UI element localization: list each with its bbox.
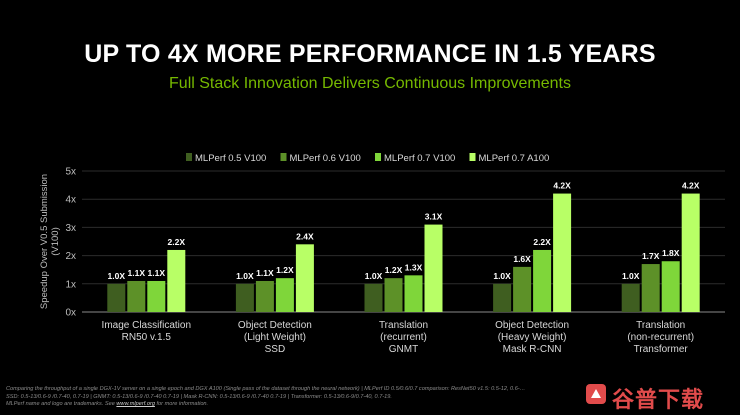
bar-value-label: 1.8X: [662, 248, 680, 258]
legend-entry-0: MLPerf 0.5 V100: [195, 153, 266, 164]
footnote-prefix: MLPerf name and logo are trademarks. See: [6, 401, 117, 407]
bar-4-1: [641, 264, 660, 312]
legend-entry-2: MLPerf 0.7 V100: [384, 153, 455, 164]
x-category-label: Translation: [636, 320, 685, 331]
bar-2-0: [364, 283, 383, 312]
x-category-label: Image Classification: [102, 320, 191, 331]
x-category-label: (non-recurrent): [627, 332, 694, 343]
footnote-line-3: MLPerf name and logo are trademarks. See…: [6, 401, 596, 409]
bar-4-2: [661, 261, 680, 312]
bar-3-2: [533, 249, 552, 312]
mlperf-link[interactable]: www.mlperf.org: [116, 401, 155, 407]
bar-1-1: [255, 280, 274, 312]
slide-subtitle: Full Stack Innovation Delivers Continuou…: [169, 75, 571, 92]
x-category-label: Object Detection: [495, 320, 569, 331]
y-tick-label: 5x: [65, 167, 76, 178]
bar-3-0: [493, 283, 512, 312]
legend-swatch-1: [280, 153, 287, 161]
watermark-text: 谷普下载: [612, 387, 705, 412]
x-category-label: (recurrent): [380, 332, 427, 343]
bar-value-label: 2.2X: [533, 237, 551, 247]
bar-4-3: [681, 193, 700, 312]
bar-value-label: 1.1X: [148, 268, 166, 278]
bar-value-label: 1.6X: [513, 254, 531, 264]
y-tick-label: 3x: [65, 223, 76, 234]
bar-0-1: [127, 280, 146, 312]
legend-entry-1: MLPerf 0.6 V100: [290, 153, 361, 164]
x-category-label: Mask R-CNN: [503, 344, 562, 355]
bar-value-label: 1.0X: [365, 271, 383, 281]
y-tick-label: 4x: [65, 195, 76, 206]
y-axis-label: Speedup Over V0.5 Submission: [39, 174, 50, 309]
x-category-label: Translation: [379, 320, 428, 331]
bar-3-1: [513, 266, 532, 312]
bar-value-label: 1.0X: [236, 271, 254, 281]
bar-value-label: 1.0X: [493, 271, 511, 281]
y-axis-label: (V100): [50, 227, 61, 256]
bar-2-2: [404, 275, 423, 312]
y-tick-label: 0x: [65, 308, 76, 319]
bar-0-3: [167, 249, 186, 312]
watermark-logo-icon: [586, 384, 606, 404]
x-category-label: (Light Weight): [244, 332, 306, 343]
x-category-label: GNMT: [389, 344, 418, 355]
bar-0-2: [147, 280, 166, 312]
bar-value-label: 1.3X: [405, 262, 423, 272]
legend-entry-3: MLPerf 0.7 A100: [479, 153, 550, 164]
bar-2-1: [384, 278, 403, 312]
bar-value-label: 1.1X: [128, 268, 146, 278]
bar-value-label: 2.2X: [168, 237, 186, 247]
footnote-line-1: Comparing the throughput of a single DGX…: [6, 386, 526, 392]
bar-value-label: 1.2X: [385, 265, 403, 275]
x-category-label: SSD: [265, 344, 286, 355]
bar-value-label: 1.2X: [276, 265, 294, 275]
x-category-label: Transformer: [634, 344, 689, 355]
bar-value-label: 1.0X: [622, 271, 640, 281]
y-tick-label: 2x: [65, 251, 76, 262]
bar-4-0: [621, 283, 640, 312]
footnote-line-2: SSD: 0.5-13/0.6-9 /0.7-40, 0.7-19 | GNMT…: [6, 393, 392, 400]
bar-value-label: 1.0X: [108, 271, 126, 281]
bar-0-0: [107, 283, 126, 312]
bar-value-label: 4.2X: [682, 181, 700, 191]
x-category-label: Object Detection: [238, 320, 312, 331]
bar-3-3: [553, 193, 572, 312]
bar-value-label: 1.7X: [642, 251, 660, 261]
legend-swatch-0: [186, 153, 192, 161]
bar-2-3: [424, 224, 443, 312]
footnote: Comparing the throughput of a single DGX…: [6, 386, 596, 409]
legend-swatch-2: [375, 153, 381, 161]
bar-1-3: [295, 244, 314, 312]
x-category-label: (Heavy Weight): [498, 332, 567, 343]
x-category-label: RN50 v.1.5: [122, 332, 172, 343]
y-tick-label: 1x: [65, 279, 76, 290]
bar-1-0: [235, 283, 254, 312]
slide-title: UP TO 4X MORE PERFORMANCE IN 1.5 YEARS: [84, 40, 656, 68]
speedup-bar-chart: 0x 1x 2x 3x 4x 5x Speedup Over V0.5 Submission…: [39, 153, 725, 355]
bar-value-label: 1.1X: [256, 268, 274, 278]
bar-value-label: 4.2X: [553, 181, 571, 191]
bar-value-label: 3.1X: [425, 212, 443, 222]
bar-1-2: [275, 278, 294, 312]
footnote-suffix: for more information.: [154, 401, 209, 407]
bar-value-label: 2.4X: [296, 231, 314, 241]
legend-swatch-3: [469, 153, 476, 161]
